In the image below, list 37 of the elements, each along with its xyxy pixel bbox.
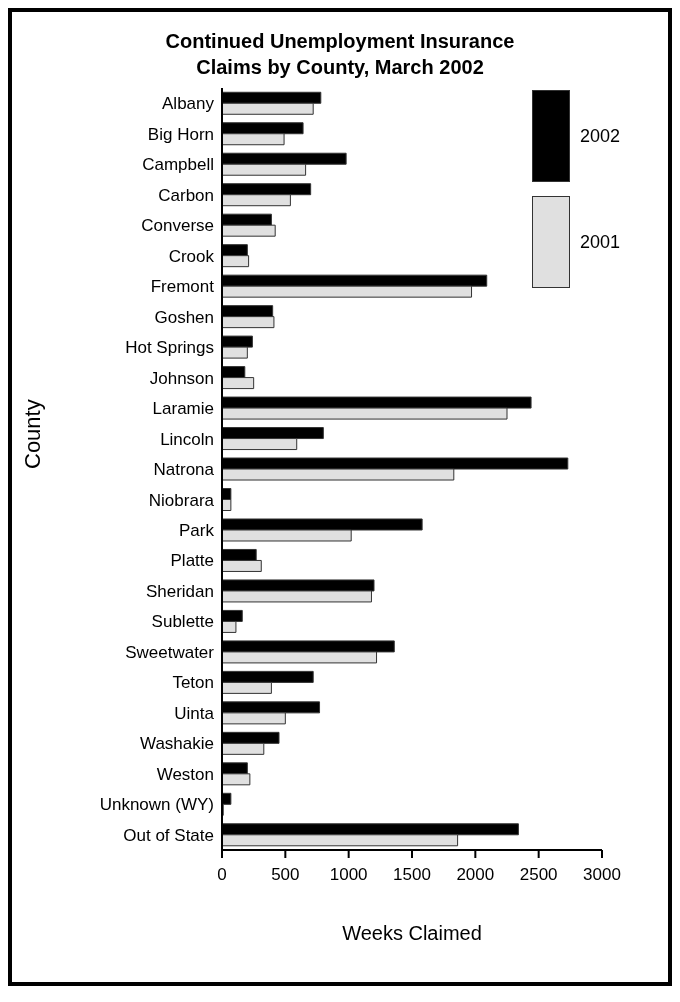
x-tick-label: 2500 [519, 865, 558, 885]
x-tick-label: 1000 [329, 865, 368, 885]
x-tick-label: 3000 [583, 865, 621, 885]
y-tick-label: Campbell [142, 155, 214, 175]
y-tick-label: Niobrara [148, 490, 215, 510]
y-tick-label: Albany [162, 94, 215, 114]
y-tick-label: Lincoln [160, 429, 214, 449]
y-tick-label: Sheridan [145, 581, 214, 601]
y-tick-label: Johnson [149, 368, 214, 388]
y-axis-title: County [19, 399, 45, 469]
y-tick-label: Fremont [150, 277, 215, 297]
y-tick-label: Washakie [139, 734, 214, 754]
text: 2002 [579, 125, 620, 147]
y-tick-label: Laramie [152, 399, 214, 419]
x-tick-label: 2000 [456, 865, 495, 885]
y-tick-label: Goshen [154, 307, 214, 327]
x-tick-label: 0 [217, 865, 227, 885]
y-tick-label: Sublette [151, 612, 214, 632]
y-tick-label: Uinta [174, 703, 215, 723]
x-tick-label: 500 [271, 865, 300, 885]
y-tick-label: Teton [172, 673, 214, 693]
y-tick-label: Park [179, 520, 215, 540]
chart-title: Continued Unemployment Insurance Claims by County, March 2002 [164, 29, 516, 80]
y-tick-label: Crook [168, 246, 215, 266]
y-tick-label: Platte [170, 551, 214, 571]
y-tick-label: Carbon [158, 185, 214, 205]
x-axis-title: Weeks Claimed [342, 922, 482, 944]
y-tick-label: Natrona [153, 460, 215, 480]
y-tick-label: Weston [156, 764, 214, 784]
y-tick-label: Hot Springs [125, 338, 214, 358]
x-tick-label: 1500 [393, 865, 431, 885]
y-tick-label: Sweetwater [125, 642, 215, 662]
y-tick-label: Converse [141, 216, 214, 236]
y-tick-label: Big Horn [147, 124, 214, 144]
text: 2001 [579, 231, 620, 253]
y-tick-label: Out of State [123, 825, 214, 845]
y-tick-label: Unknown (WY) [99, 795, 214, 815]
